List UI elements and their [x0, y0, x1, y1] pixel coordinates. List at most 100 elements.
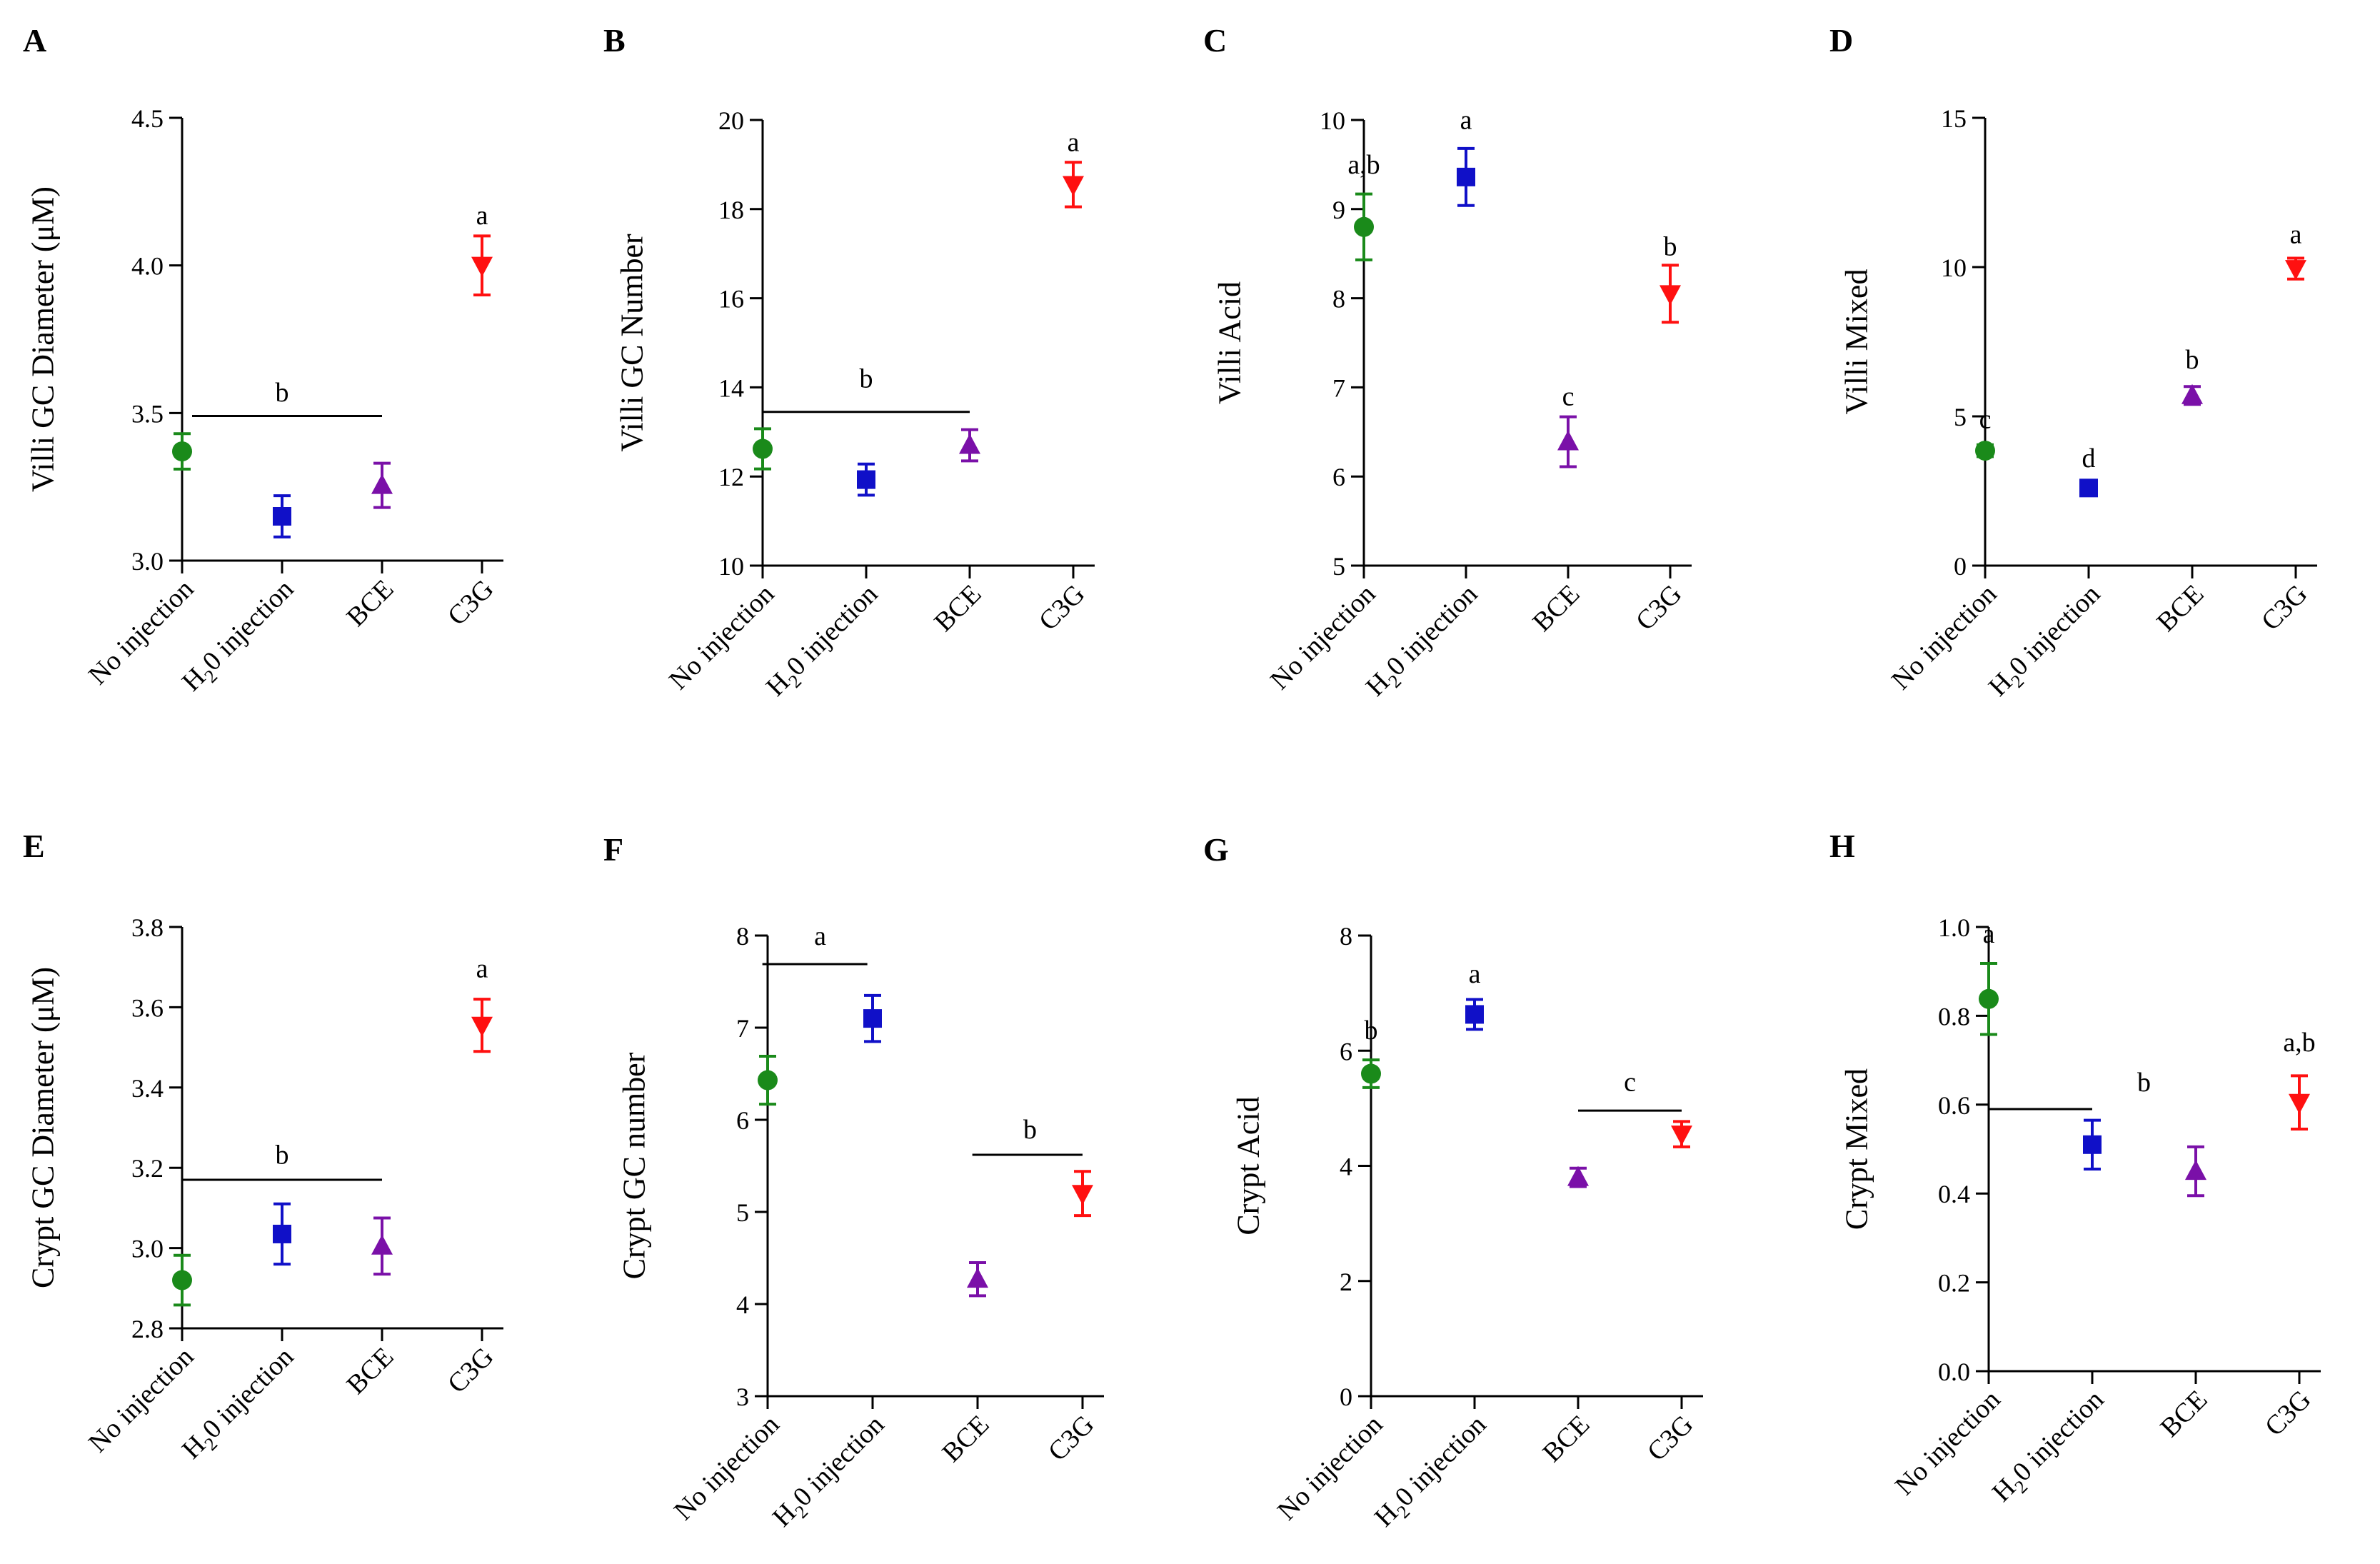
significance-label: b: [860, 364, 873, 393]
x-tick-label: BCE: [928, 579, 987, 638]
y-tick-label: 4: [736, 1290, 749, 1319]
y-tick-label: 2: [1340, 1268, 1352, 1296]
data-point-no-injection: [1975, 441, 1995, 461]
y-tick-label: 4: [1340, 1153, 1352, 1181]
y-tick-label: 3.0: [131, 547, 164, 576]
data-point-c3g: [1671, 1126, 1692, 1146]
significance-label: c: [1562, 381, 1575, 411]
significance-label: a,b: [2283, 1028, 2315, 1058]
y-axis-label: Crypt Mixed: [1839, 1068, 1874, 1230]
panel-letter: F: [603, 831, 623, 868]
data-point-no-injection: [172, 441, 192, 462]
data-point-bce: [1567, 1166, 1589, 1186]
y-tick-label: 6: [1340, 1037, 1352, 1066]
x-tick-label: BCE: [341, 1342, 399, 1400]
x-tick-label: C3G: [1033, 579, 1090, 636]
data-point-h2o-injection: [1465, 1005, 1484, 1024]
data-point-c3g: [2285, 260, 2306, 281]
y-axis-label: Crypt Acid: [1231, 1096, 1266, 1235]
x-tick-label: C3G: [442, 574, 499, 631]
y-tick-label: 20: [718, 106, 744, 135]
data-point-no-injection: [1361, 1063, 1381, 1084]
y-tick-label: 9: [1332, 196, 1345, 224]
y-tick-label: 15: [1941, 104, 1967, 133]
x-tick-label: BCE: [1527, 579, 1585, 638]
data-point-h2o-injection: [863, 1009, 882, 1028]
y-tick-label: 7: [736, 1014, 749, 1043]
significance-label: a: [1983, 919, 1995, 949]
y-tick-label: 3.0: [131, 1235, 164, 1263]
data-point-c3g: [471, 256, 493, 277]
data-point-bce: [371, 1234, 393, 1255]
significance-label: b: [2137, 1068, 2151, 1098]
x-tick-label: BCE: [341, 574, 399, 633]
significance-label: a: [2290, 220, 2302, 250]
panel-letter: G: [1203, 831, 1229, 868]
y-tick-label: 3.6: [131, 993, 164, 1022]
data-point-c3g: [1063, 176, 1084, 196]
data-point-h2o-injection: [273, 1224, 291, 1243]
y-tick-label: 0.2: [1938, 1269, 1970, 1298]
x-tick-label: H20 injection: [1987, 1385, 2113, 1511]
x-tick-label: H20 injection: [1360, 579, 1487, 706]
y-tick-label: 5: [736, 1198, 749, 1227]
y-axis-label: Villi GC Diameter (μM): [26, 186, 61, 492]
data-point-h2o-injection: [2079, 478, 2098, 498]
data-point-bce: [2185, 1160, 2206, 1180]
y-tick-label: 4.5: [131, 104, 164, 133]
panel-E: E 2.8 3.0 3.2 3.4 3.6 3.8 Crypt GC Diameter (μM…: [23, 828, 503, 1465]
significance-label: b: [276, 378, 289, 408]
data-point-h2o-injection: [2083, 1135, 2102, 1154]
y-tick-label: 5: [1954, 403, 1967, 431]
significance-label: a: [1460, 105, 1472, 135]
x-tick-label: C3G: [1043, 1410, 1100, 1467]
x-tick-label: C3G: [1642, 1410, 1699, 1467]
y-tick-label: 6: [736, 1106, 749, 1135]
y-axis-label: Crypt GC number: [617, 1052, 652, 1279]
significance-label: b: [1664, 232, 1677, 262]
y-tick-label: 8: [736, 922, 749, 951]
y-tick-label: 8: [1340, 922, 1352, 951]
data-point-bce: [967, 1268, 988, 1288]
panel-letter: B: [603, 22, 626, 59]
y-tick-label: 3.5: [131, 399, 164, 428]
significance-label: d: [2082, 443, 2096, 473]
y-tick-label: 3.8: [131, 913, 164, 942]
y-axis-label: Crypt GC Diameter (μM): [26, 967, 61, 1288]
panel-letter: A: [23, 22, 46, 59]
data-point-c3g: [1072, 1185, 1093, 1205]
data-point-no-injection: [758, 1070, 778, 1091]
y-tick-label: 10: [1320, 106, 1345, 135]
y-tick-label: 14: [718, 374, 744, 402]
y-tick-label: 0: [1340, 1383, 1352, 1411]
x-tick-label: C3G: [2256, 579, 2313, 636]
data-point-h2o-injection: [273, 507, 291, 526]
y-tick-label: 7: [1332, 374, 1345, 402]
x-tick-label: BCE: [1537, 1410, 1595, 1468]
y-tick-label: 18: [718, 196, 744, 224]
x-tick-label: H20 injection: [1369, 1410, 1495, 1536]
y-axis-label: Villi GC Number: [615, 234, 650, 452]
data-point-no-injection: [1354, 216, 1374, 237]
data-point-bce: [959, 433, 980, 454]
y-tick-label: 3.2: [131, 1154, 164, 1183]
panel-letter: C: [1203, 22, 1227, 59]
y-axis-label: Villi Acid: [1212, 281, 1247, 404]
data-point-no-injection: [753, 438, 773, 459]
x-tick-label: C3G: [1630, 579, 1687, 636]
significance-label: a: [1469, 959, 1481, 989]
significance-label: b: [276, 1141, 289, 1171]
significance-label: a: [476, 953, 488, 983]
y-tick-label: 2.8: [131, 1315, 164, 1343]
x-tick-label: H20 injection: [760, 579, 887, 706]
x-tick-label: H20 injection: [767, 1410, 893, 1536]
y-axis-label: Villi Mixed: [1839, 269, 1874, 415]
x-tick-label: BCE: [2151, 579, 2209, 638]
